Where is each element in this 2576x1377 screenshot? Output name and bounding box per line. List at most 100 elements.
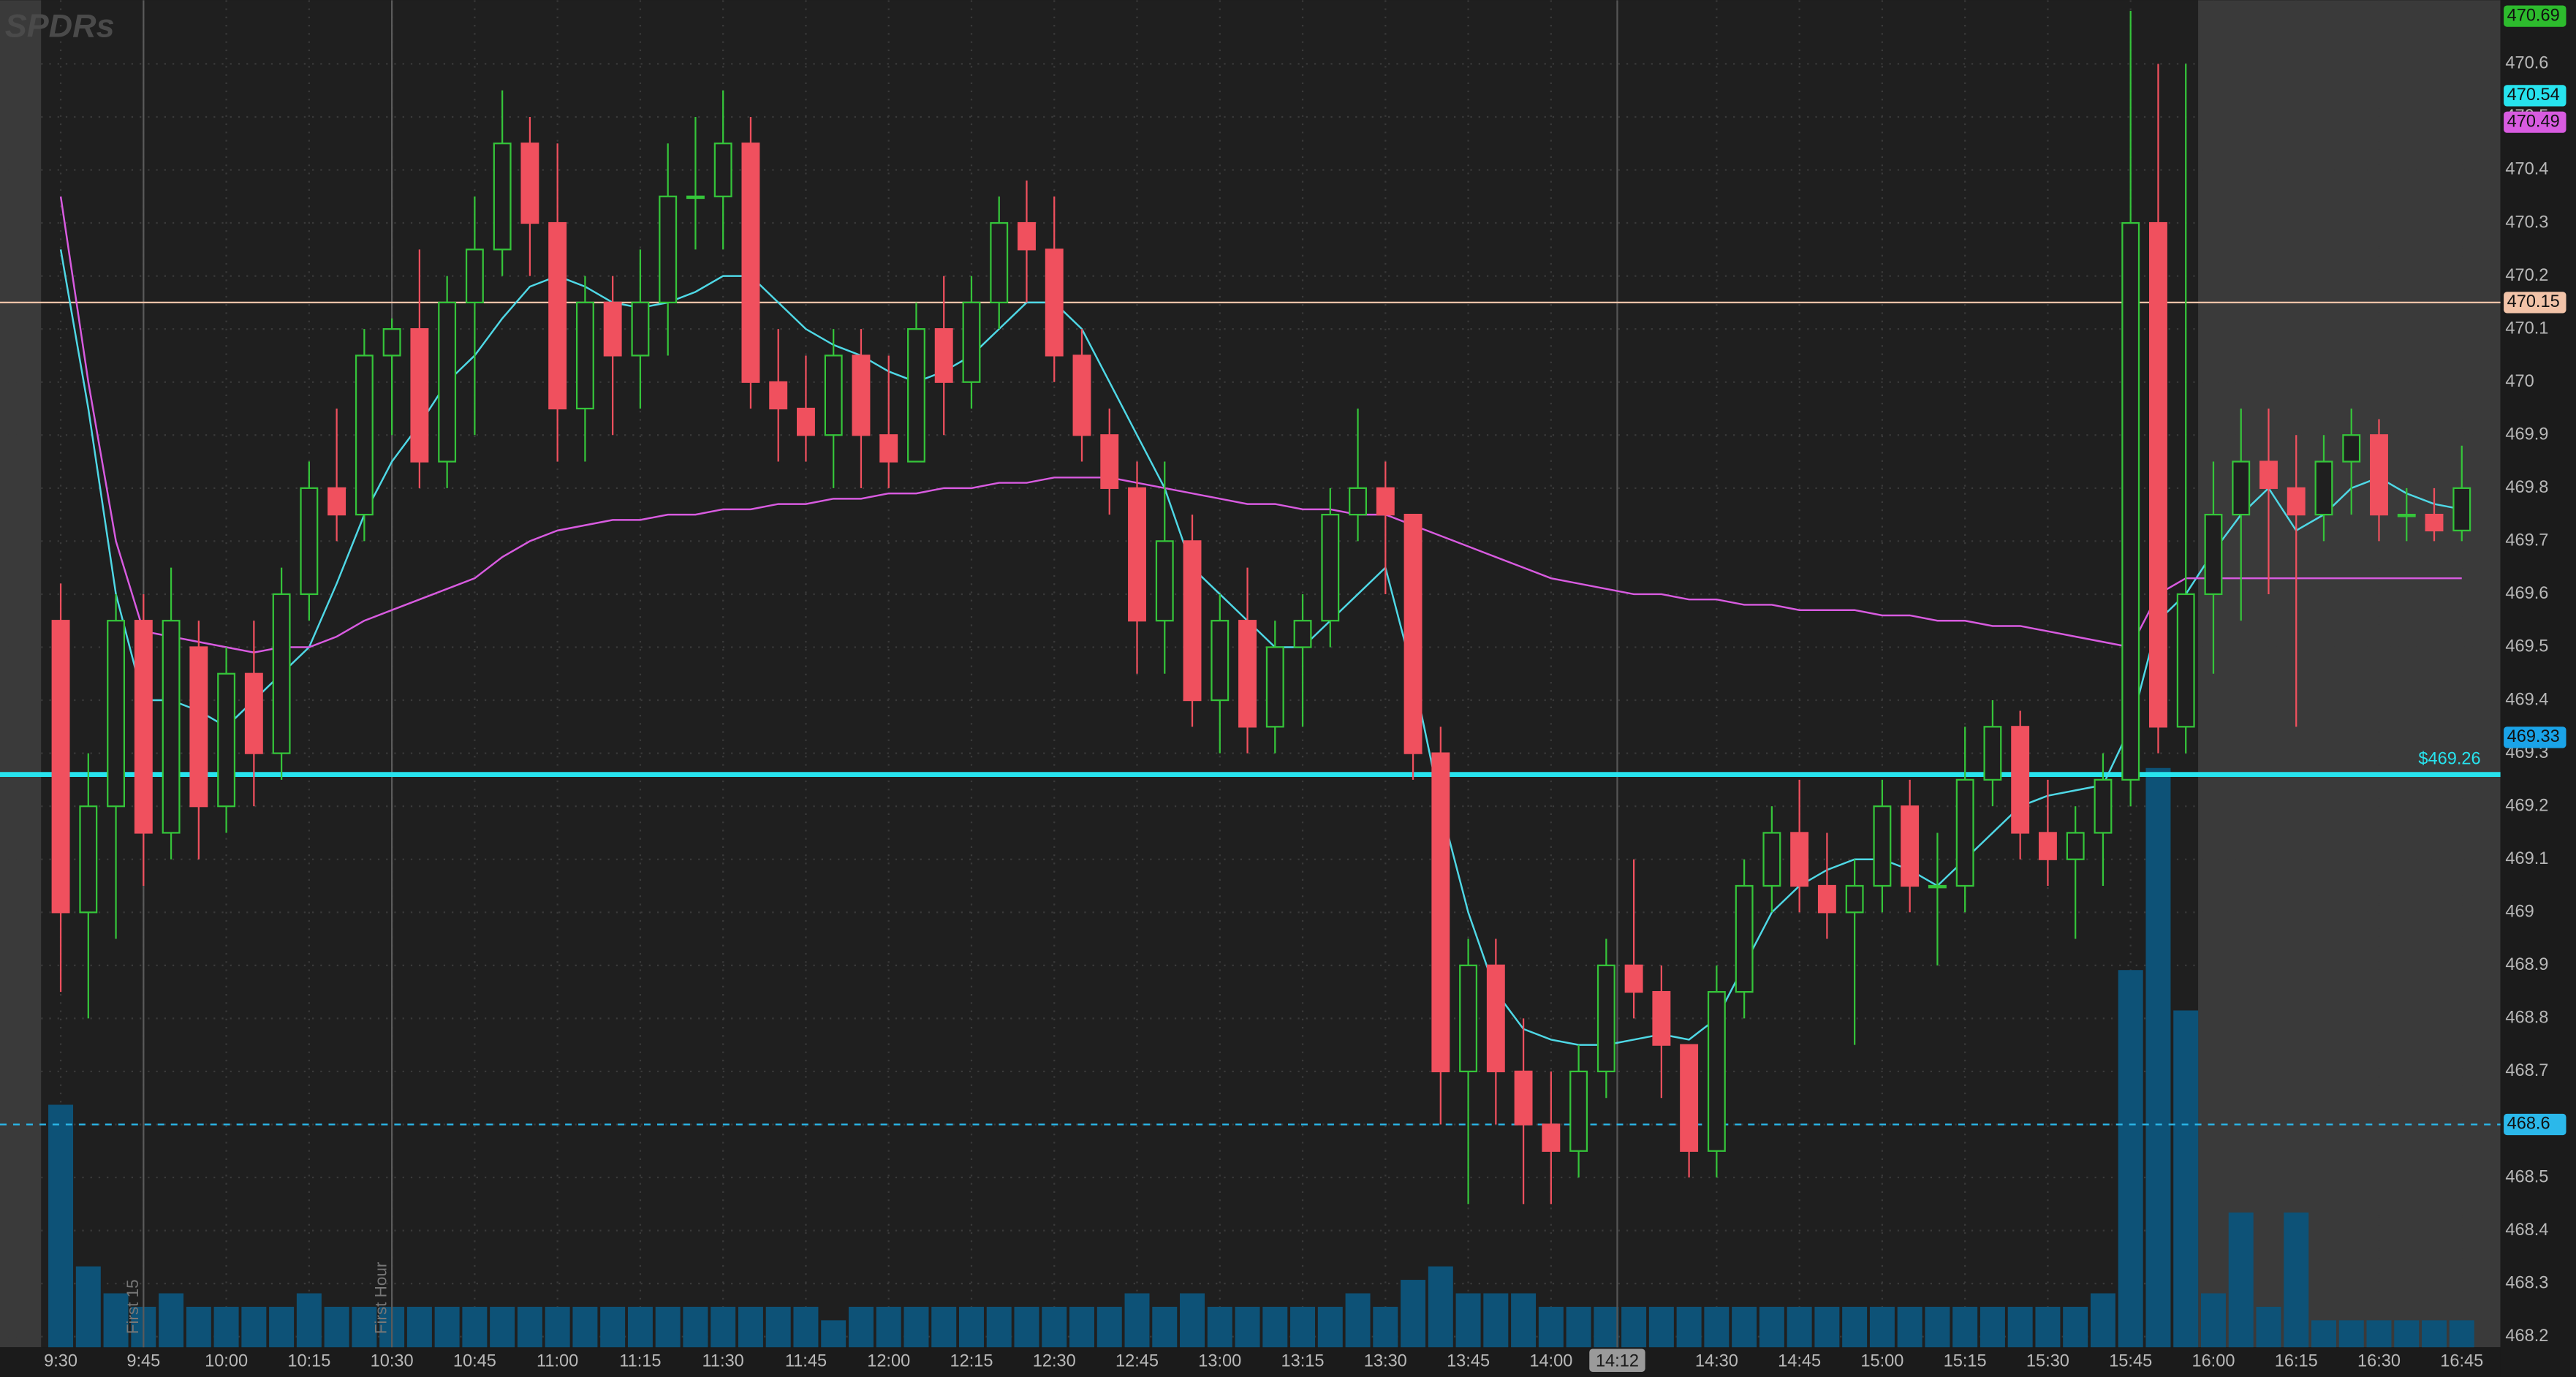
marker-label: First Hour bbox=[372, 1262, 390, 1334]
volume-bar bbox=[821, 1320, 846, 1348]
volume-bar bbox=[1842, 1306, 1868, 1348]
candle-body bbox=[1790, 832, 1809, 887]
x-tick-label: 15:15 bbox=[1944, 1351, 1987, 1370]
candle-body bbox=[1018, 221, 1036, 251]
price-badge-label: 470.69 bbox=[2507, 5, 2560, 24]
candle-body bbox=[2121, 221, 2140, 781]
volume-bar bbox=[406, 1306, 432, 1348]
candle-body bbox=[438, 301, 457, 463]
moving-average bbox=[59, 249, 2462, 1046]
volume-bar bbox=[1732, 1306, 1757, 1348]
candle-body bbox=[1707, 990, 1726, 1152]
volume-bar bbox=[1235, 1306, 1260, 1348]
x-tick-label: 16:30 bbox=[2357, 1351, 2401, 1370]
x-tick-label: 16:45 bbox=[2440, 1351, 2483, 1370]
candle-body bbox=[1100, 434, 1119, 489]
volume-bar bbox=[1124, 1293, 1150, 1348]
candle-body bbox=[1845, 884, 1864, 914]
candle-body bbox=[1128, 487, 1146, 622]
volume-bar bbox=[1152, 1306, 1178, 1348]
volume-bar bbox=[738, 1306, 763, 1348]
y-tick-label: 470.1 bbox=[2505, 318, 2548, 337]
y-tick-label: 468.9 bbox=[2505, 955, 2548, 974]
crosshair-label: 14:12 bbox=[1596, 1351, 1639, 1370]
volume-bar bbox=[2394, 1320, 2420, 1348]
x-tick-label: 13:15 bbox=[1281, 1351, 1325, 1370]
volume-bar bbox=[765, 1306, 791, 1348]
candle-body bbox=[162, 620, 181, 834]
volume-bar bbox=[1787, 1306, 1812, 1348]
candle-body bbox=[2425, 513, 2444, 531]
volume-bar bbox=[1207, 1306, 1232, 1348]
candle-body bbox=[1155, 540, 1174, 622]
candle-body bbox=[934, 328, 953, 383]
volume-bar bbox=[545, 1306, 570, 1348]
volume-bar bbox=[324, 1306, 349, 1348]
candle-body bbox=[962, 301, 981, 383]
candle-body bbox=[493, 143, 512, 251]
candle-body bbox=[1238, 620, 1257, 728]
x-tick-label: 12:45 bbox=[1115, 1351, 1159, 1370]
volume-bar bbox=[186, 1306, 211, 1348]
candle-body bbox=[107, 620, 126, 808]
volume-bar bbox=[1042, 1306, 1067, 1348]
price-badge-label: 468.6 bbox=[2507, 1114, 2550, 1133]
candle-body bbox=[2232, 460, 2251, 516]
volume-bar bbox=[269, 1306, 295, 1348]
x-tick-label: 10:00 bbox=[205, 1351, 248, 1370]
volume-bar bbox=[1869, 1306, 1895, 1348]
volume-bar bbox=[159, 1293, 184, 1348]
price-badge-label: 470.49 bbox=[2507, 111, 2560, 130]
x-tick-label: 16:00 bbox=[2192, 1351, 2235, 1370]
candle-body bbox=[2370, 434, 2388, 516]
candle-body bbox=[686, 195, 705, 200]
y-tick-label: 469.6 bbox=[2505, 583, 2548, 602]
x-tick-label: 10:45 bbox=[453, 1351, 496, 1370]
x-tick-label: 14:45 bbox=[1778, 1351, 1821, 1370]
price-badge bbox=[2504, 85, 2566, 107]
volume-bar bbox=[2090, 1293, 2115, 1348]
price-badge-label: 470.15 bbox=[2507, 292, 2560, 311]
x-tick-label: 11:45 bbox=[785, 1351, 827, 1370]
x-tick-label: 9:45 bbox=[126, 1351, 160, 1370]
volume-bar bbox=[1096, 1306, 1122, 1348]
volume-bar bbox=[1290, 1306, 1316, 1348]
y-tick-label: 469.2 bbox=[2505, 795, 2548, 814]
x-tick-label: 15:00 bbox=[1860, 1351, 1903, 1370]
x-tick-label: 15:30 bbox=[2026, 1351, 2069, 1370]
candle-body bbox=[1762, 832, 1781, 887]
candle-body bbox=[2287, 487, 2306, 516]
candle-body bbox=[769, 381, 788, 410]
volume-bar bbox=[572, 1306, 598, 1348]
volume-bar bbox=[490, 1306, 515, 1348]
candle-body bbox=[2038, 832, 2057, 860]
candle-body bbox=[1211, 620, 1230, 702]
volume-bar bbox=[600, 1306, 626, 1348]
volume-bar bbox=[655, 1306, 681, 1348]
x-tick-label: 11:15 bbox=[619, 1351, 661, 1370]
candle-body bbox=[713, 143, 732, 197]
candle-body bbox=[2452, 487, 2471, 531]
volume-bar bbox=[2256, 1306, 2281, 1348]
x-tick-label: 14:00 bbox=[1529, 1351, 1572, 1370]
candle-body bbox=[465, 249, 484, 304]
volume-bar bbox=[2311, 1320, 2336, 1348]
candle-body bbox=[300, 487, 319, 596]
volume-bar bbox=[1925, 1306, 1950, 1348]
volume-bar bbox=[1455, 1293, 1481, 1348]
candle-body bbox=[217, 672, 236, 808]
volume-bar bbox=[296, 1293, 322, 1348]
price-axis bbox=[2500, 0, 2576, 1377]
volume-bar bbox=[958, 1306, 984, 1348]
y-tick-label: 470.2 bbox=[2505, 265, 2548, 284]
volume-bar bbox=[2035, 1306, 2061, 1348]
candle-body bbox=[2204, 513, 2223, 596]
x-tick-label: 9:30 bbox=[44, 1351, 77, 1370]
candle-body bbox=[879, 434, 898, 463]
candle-body bbox=[1652, 990, 1671, 1046]
candle-body bbox=[852, 354, 871, 436]
x-tick-label: 11:00 bbox=[537, 1351, 578, 1370]
candle-body bbox=[1901, 805, 1920, 887]
crosshair-badge bbox=[1589, 1348, 1645, 1372]
